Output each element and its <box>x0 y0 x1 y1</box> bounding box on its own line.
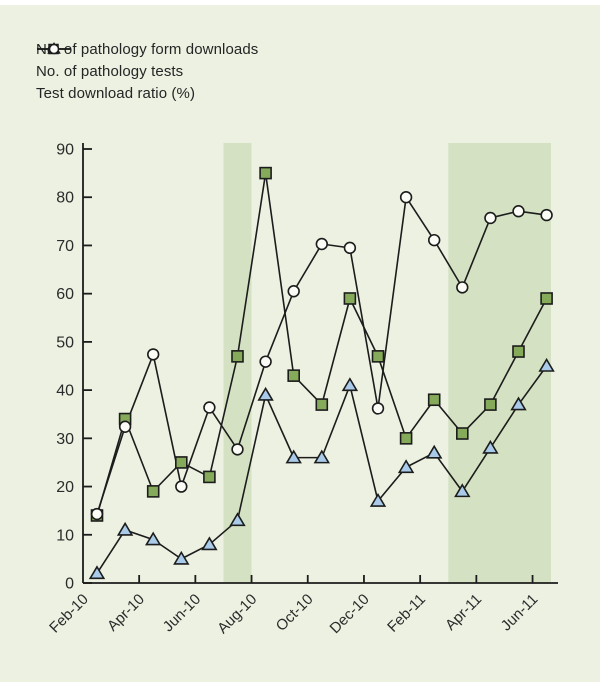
ratio-circle-marker <box>484 211 497 225</box>
y-tick-label: 40 <box>56 383 74 400</box>
y-tick-label: 10 <box>56 527 74 544</box>
x-tick-label: Oct-10 <box>273 591 317 635</box>
tests-triangle-marker <box>173 550 190 565</box>
tests-triangle-marker <box>201 536 218 551</box>
downloads-square-marker <box>540 292 553 305</box>
y-tick-label: 50 <box>56 334 74 351</box>
legend-label: No. of pathology tests <box>36 63 184 80</box>
y-tick-label: 20 <box>56 479 74 496</box>
tests-triangle-marker <box>369 492 387 507</box>
legend-item-triangle: No. of pathology tests <box>36 42 258 80</box>
x-tick-label: Jun-10 <box>160 591 204 635</box>
x-tick-label: Apr-11 <box>442 591 485 634</box>
x-tick-label: Dec-10 <box>327 591 373 637</box>
y-tick-label: 90 <box>56 142 74 159</box>
ratio-circle-marker <box>147 348 160 361</box>
downloads-square-marker <box>371 350 385 363</box>
downloads-square-marker <box>203 470 216 484</box>
downloads-square-marker <box>287 369 301 382</box>
downloads-square-marker <box>427 393 441 407</box>
tests-triangle-marker <box>88 565 106 580</box>
ratio-circle-marker <box>540 208 553 222</box>
ratio-circle-marker <box>428 233 441 247</box>
circle-marker-icon <box>48 43 60 55</box>
legend-label: No. of pathology form downloads <box>36 41 259 58</box>
legend-label: Test download ratio (%) <box>36 85 196 102</box>
downloads-square-marker <box>259 166 272 180</box>
x-tick-label: Apr-10 <box>104 591 148 635</box>
y-tick-label: 80 <box>56 190 74 207</box>
tests-triangle-marker <box>397 459 415 474</box>
pathology-chart-figure: No. of pathology form downloads No. of pa… <box>0 5 600 682</box>
x-tick-label: Jun-11 <box>498 591 542 635</box>
downloads-square-marker <box>399 432 413 445</box>
chart-plot: 0 10 20 30 40 50 60 70 80 90 Feb-10 Apr-10 Jun-10 Aug… <box>46 142 558 637</box>
highlight-band <box>223 143 252 583</box>
ratio-circle-marker <box>456 281 469 294</box>
tests-triangle-marker <box>510 396 527 411</box>
ratio-circle-marker <box>259 355 272 368</box>
ratio-circle-marker <box>175 480 188 493</box>
downloads-square-marker <box>455 427 469 440</box>
downloads-square-marker <box>512 345 525 358</box>
downloads-square-marker <box>231 350 244 363</box>
downloads-square-marker <box>146 485 160 498</box>
tests-triangle-marker <box>482 439 499 454</box>
tests-triangle-marker <box>144 531 162 546</box>
ratio-circle-marker <box>315 237 328 251</box>
ratio-circle-marker <box>90 507 104 521</box>
tests-triangle-marker <box>229 512 246 527</box>
y-tick-label: 70 <box>56 238 74 255</box>
ratio-circle-marker <box>203 401 216 414</box>
y-tick-label: 60 <box>56 286 74 303</box>
x-tick-label: Aug-10 <box>214 591 260 637</box>
tests-triangle-marker <box>257 386 274 401</box>
tests-triangle-marker <box>313 449 331 464</box>
downloads-square-marker <box>343 292 357 305</box>
highlight-band <box>448 143 551 583</box>
ratio-circle-marker <box>512 205 525 218</box>
y-tick-label: 0 <box>65 576 74 593</box>
tests-triangle-marker <box>538 357 555 372</box>
ratio-circle-marker <box>231 443 244 456</box>
tests-triangle-marker <box>341 377 359 392</box>
ratio-circle-marker <box>343 241 357 255</box>
x-tick-label: Feb-11 <box>384 591 429 636</box>
tests-triangle-marker <box>454 483 471 498</box>
ratio-circle-marker <box>118 420 132 433</box>
downloads-square-marker <box>175 456 188 469</box>
y-tick-label: 30 <box>56 431 74 448</box>
tests-triangle-marker <box>425 444 443 459</box>
downloads-square-marker <box>315 398 329 411</box>
tests-triangle-marker <box>285 449 302 464</box>
legend-item-circle: Test download ratio (%) <box>36 43 258 102</box>
ratio-circle-marker <box>371 402 385 415</box>
chart-legend: No. of pathology form downloads No. of pa… <box>36 41 258 102</box>
x-tick-label: Feb-10 <box>46 591 92 637</box>
downloads-square-marker <box>484 398 497 411</box>
ratio-circle-marker <box>399 191 413 204</box>
legend-circle-icon <box>37 43 71 55</box>
tests-triangle-marker <box>116 521 134 536</box>
ratio-circle-marker <box>287 285 300 298</box>
